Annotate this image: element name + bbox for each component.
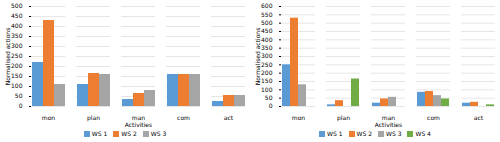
svg-text:0: 0 bbox=[269, 102, 273, 109]
html-text:WS 3: WS 3 bbox=[150, 130, 167, 137]
svg-text:350: 350 bbox=[261, 44, 273, 51]
svg-text:150: 150 bbox=[11, 72, 23, 79]
svg-text:plan: plan bbox=[87, 114, 100, 122]
html-text:WS 3: WS 3 bbox=[386, 130, 402, 137]
svg-text:man: man bbox=[381, 113, 396, 121]
svg-text:600: 600 bbox=[261, 2, 273, 9]
svg-text:com: com bbox=[177, 114, 190, 121]
svg-text:mon: mon bbox=[292, 114, 306, 121]
svg-text:act: act bbox=[224, 114, 234, 121]
html-text:WS 4: WS 4 bbox=[415, 130, 431, 137]
svg-text:500: 500 bbox=[261, 19, 273, 26]
html-text:WS 2: WS 2 bbox=[121, 130, 137, 137]
html-text:WS 1: WS 1 bbox=[327, 130, 343, 137]
html-text:WS 2: WS 2 bbox=[356, 130, 372, 137]
svg-text:50: 50 bbox=[15, 92, 23, 99]
svg-text:400: 400 bbox=[11, 22, 23, 29]
svg-text:250: 250 bbox=[261, 61, 273, 68]
svg-text:300: 300 bbox=[261, 52, 273, 59]
svg-text:man: man bbox=[131, 113, 146, 121]
svg-text:Normalised actions: Normalised actions bbox=[254, 28, 261, 86]
svg-text:400: 400 bbox=[261, 36, 273, 43]
svg-text:450: 450 bbox=[261, 27, 273, 34]
svg-text:0: 0 bbox=[19, 102, 23, 109]
svg-text:50: 50 bbox=[265, 94, 273, 101]
svg-text:Normalised actions: Normalised actions bbox=[4, 28, 11, 86]
svg-text:500: 500 bbox=[11, 2, 23, 9]
svg-text:200: 200 bbox=[261, 69, 273, 76]
svg-text:Activities: Activities bbox=[375, 121, 402, 128]
svg-text:250: 250 bbox=[11, 52, 23, 59]
svg-text:350: 350 bbox=[11, 32, 23, 39]
svg-text:550: 550 bbox=[261, 11, 273, 18]
svg-text:com: com bbox=[427, 114, 440, 121]
svg-text:300: 300 bbox=[11, 42, 23, 49]
svg-text:200: 200 bbox=[11, 62, 23, 69]
svg-text:Activities: Activities bbox=[125, 121, 152, 128]
html-text:WS 1: WS 1 bbox=[91, 130, 108, 137]
svg-text:450: 450 bbox=[11, 12, 23, 19]
svg-text:plan: plan bbox=[337, 114, 350, 122]
svg-text:100: 100 bbox=[11, 82, 23, 89]
svg-text:100: 100 bbox=[261, 86, 273, 93]
svg-text:act: act bbox=[474, 114, 484, 121]
svg-text:150: 150 bbox=[261, 77, 273, 84]
svg-text:mon: mon bbox=[42, 114, 56, 121]
